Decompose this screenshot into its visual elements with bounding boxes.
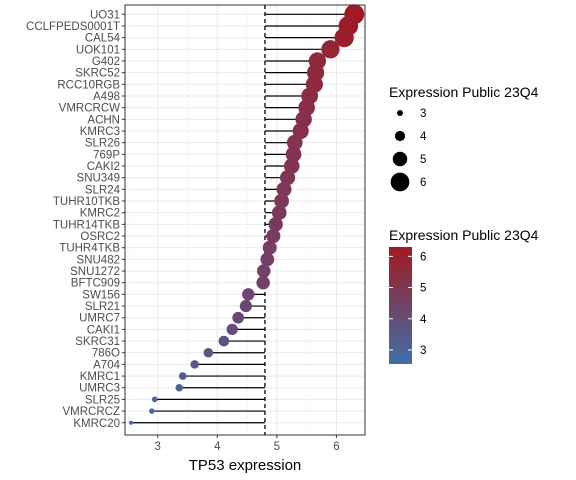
color-legend-bar: [389, 247, 412, 364]
y-tick-label: CCLFPEDS0001T: [26, 21, 120, 33]
lollipop-point: [334, 28, 354, 48]
lollipop-point: [260, 252, 275, 267]
x-ticks: 3 4 5 6: [155, 435, 340, 453]
color-legend-label: 6: [420, 251, 426, 263]
y-tick-labels: UO31CCLFPEDS0001TCAL54UOK101G402SKRC52RC…: [26, 9, 125, 430]
y-tick-label: SNU1272: [70, 266, 120, 278]
y-tick-label: SKRC31: [75, 336, 120, 348]
color-legend-label: 3: [420, 345, 426, 357]
size-legend-key: [390, 172, 410, 192]
y-tick-label: SLR21: [85, 301, 120, 313]
x-tick-label: 5: [274, 441, 280, 453]
y-tick-label: SLR26: [85, 138, 120, 150]
lollipop-point: [271, 205, 287, 221]
lollipop-point: [286, 134, 303, 151]
y-tick-label: KMRC1: [80, 371, 120, 383]
y-tick-label: UMRC7: [79, 313, 120, 325]
x-tick-label: 6: [333, 441, 339, 453]
lollipop-point: [292, 122, 309, 140]
y-tick-label: UO31: [90, 9, 120, 21]
y-tick-label: VMRCRCW: [59, 103, 120, 115]
x-axis-label: TP53 expression: [189, 457, 302, 474]
y-tick-label: A498: [93, 91, 120, 103]
y-tick-label: TUHR14TKB: [53, 219, 120, 231]
y-tick-label: CAKI2: [87, 161, 120, 173]
y-tick-label: TUHR4TKB: [59, 243, 120, 255]
size-legend-key: [397, 110, 403, 116]
lollipop-point: [279, 170, 296, 186]
y-tick-label: KMRC2: [80, 208, 120, 220]
color-legend-ticks: 3 4 5 6: [389, 251, 427, 357]
x-tick-label: 4: [214, 441, 221, 453]
x-tick-label: 3: [155, 441, 161, 453]
lollipop-point: [149, 408, 155, 414]
size-legend-label: 6: [420, 177, 426, 189]
lollipop-point: [268, 217, 283, 232]
color-legend-title: Expression Public 23Q4: [389, 227, 539, 243]
size-legend-label: 4: [420, 131, 427, 143]
y-tick-label: KMRC3: [80, 126, 120, 138]
lollipop-point: [242, 288, 255, 301]
lollipop-point: [256, 275, 270, 290]
lollipop-point: [274, 193, 290, 209]
lollipop-point: [203, 347, 214, 358]
size-legend-label: 5: [420, 154, 426, 166]
size-legend-title: Expression Public 23Q4: [389, 84, 539, 100]
lollipop-point: [218, 335, 230, 347]
y-tick-label: UOK101: [76, 44, 120, 56]
y-tick-label: BFTC909: [71, 278, 120, 290]
y-tick-label: SNU349: [77, 173, 120, 185]
y-tick-label: SLR25: [85, 394, 120, 406]
size-legend-key: [394, 130, 406, 142]
y-tick-label: OSRC2: [80, 231, 120, 243]
y-tick-label: SNU482: [77, 254, 120, 266]
y-tick-label: SLR24: [85, 184, 121, 196]
lollipop-point: [276, 181, 292, 197]
lollipop-point: [226, 323, 238, 336]
color-legend: Expression Public 23Q4 3 4 5 6: [389, 227, 539, 364]
lollipop-point: [257, 264, 271, 278]
lollipop-point: [190, 360, 199, 369]
y-tick-label: TUHR10TKB: [53, 196, 120, 208]
y-tick-label: ACHN: [87, 114, 120, 126]
panel-background: [125, 5, 365, 435]
lollipop-points: [128, 4, 365, 425]
y-tick-label: 769P: [93, 149, 120, 161]
size-legend: Expression Public 23Q4 3 4 5 6: [389, 84, 539, 192]
panel-border: [124, 4, 366, 436]
y-tick-label: CAL54: [85, 33, 121, 45]
lollipop-point: [175, 384, 183, 392]
lollipop-point: [178, 372, 187, 380]
color-legend-label: 4: [420, 314, 427, 326]
lollipop-point: [239, 299, 253, 313]
y-tick-label: UMRC3: [79, 383, 120, 395]
size-legend-label: 3: [420, 108, 426, 120]
y-tick-label: RCC10RGB: [57, 79, 120, 91]
y-tick-label: A704: [93, 359, 120, 371]
y-tick-label: G402: [92, 56, 120, 68]
y-tick-label: SKRC52: [75, 68, 120, 80]
size-legend-items: 3 4 5 6: [390, 108, 427, 192]
lollipop-point: [285, 146, 302, 163]
lollipop-point: [266, 228, 281, 244]
color-legend-label: 5: [420, 283, 426, 295]
y-tick-label: SW156: [82, 289, 120, 301]
lollipop-point: [128, 420, 133, 425]
lollipop-point: [151, 396, 158, 403]
size-legend-key: [392, 151, 408, 167]
y-tick-label: 786O: [92, 348, 120, 360]
y-tick-label: CAKI1: [87, 324, 120, 336]
y-tick-label: KMRC20: [73, 418, 120, 430]
lollipop-point: [321, 40, 340, 59]
lollipop-point: [262, 240, 277, 255]
lollipop-point: [283, 158, 300, 174]
y-tick-label: VMRCRCZ: [63, 406, 121, 418]
lollipop-point: [232, 311, 244, 324]
